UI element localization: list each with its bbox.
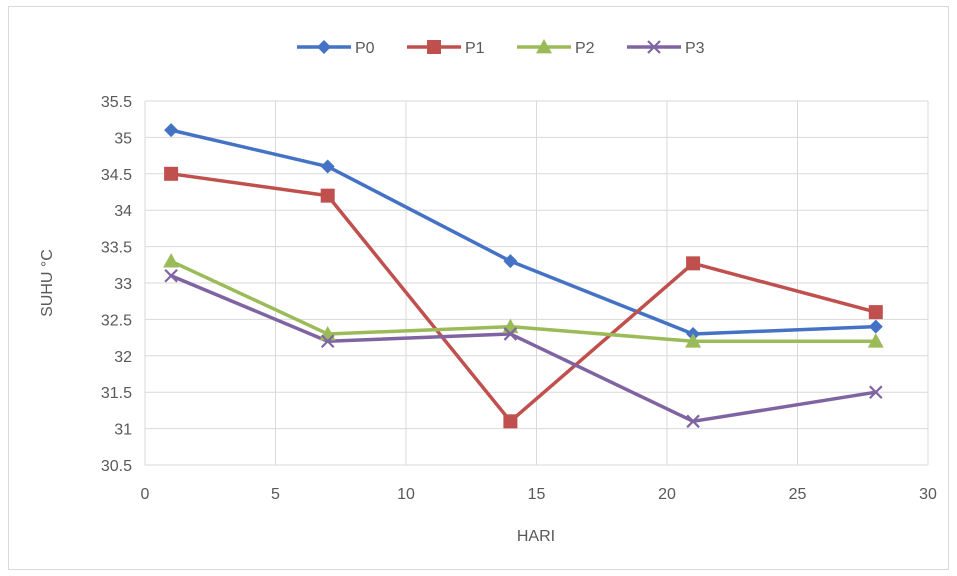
data-point-p3	[503, 327, 518, 341]
data-point-p2	[163, 253, 180, 268]
series-line-p0	[169, 128, 878, 336]
x-axis-title: HARI	[517, 528, 555, 545]
gridlines	[144, 100, 929, 466]
data-point-p1	[164, 166, 179, 181]
legend: P0 P1 P2 P3	[297, 39, 705, 57]
y-tick-label: 31	[114, 422, 132, 439]
data-point-p1	[320, 188, 335, 203]
x-tick-label: 15	[528, 486, 546, 503]
data-point-p0	[503, 254, 518, 269]
y-tick-label: 33	[114, 276, 132, 293]
legend-label-p0: P0	[355, 40, 375, 57]
x-tick-label: 5	[271, 486, 280, 503]
x-tick-label: 25	[789, 486, 807, 503]
legend-marker-p1	[427, 40, 441, 54]
y-tick-label: 32	[114, 349, 132, 366]
legend-marker-p2	[536, 39, 552, 54]
y-tick-label: 34	[114, 203, 132, 220]
legend-item-p2: P2	[517, 39, 595, 57]
legend-marker-p0	[317, 40, 331, 54]
series-line-p1	[169, 172, 878, 424]
y-tick-label: 30.5	[101, 458, 132, 475]
y-axis-title: SUHU °C	[39, 249, 56, 317]
data-point-p1	[686, 256, 701, 271]
legend-item-p0: P0	[297, 40, 375, 57]
x-tick-label: 0	[141, 486, 150, 503]
y-axis-ticks: 30.5 31 31.5 32 32.5 33 33.5 34 34.5 35 35.5	[101, 94, 132, 475]
data-point-p0	[164, 123, 179, 138]
x-tick-label: 30	[919, 486, 937, 503]
legend-label-p3: P3	[685, 40, 705, 57]
legend-item-p1: P1	[407, 40, 485, 57]
y-tick-label: 33.5	[101, 240, 132, 257]
data-point-p3	[686, 414, 700, 429]
data-point-p0	[320, 159, 335, 174]
data-point-p3	[869, 385, 883, 399]
data-point-p2	[867, 333, 884, 348]
x-axis-ticks: 0 5 10 15 20 25 30	[141, 486, 937, 503]
data-point-p0	[868, 319, 883, 334]
y-tick-label: 34.5	[101, 167, 132, 184]
y-tick-label: 35.5	[101, 94, 132, 111]
data-point-p1	[868, 305, 883, 320]
data-point-p3	[320, 334, 335, 349]
x-tick-label: 10	[397, 486, 415, 503]
data-point-p2	[685, 333, 702, 348]
data-point-p3	[164, 268, 178, 283]
data-point-p1	[503, 414, 518, 429]
x-tick-label: 20	[658, 486, 676, 503]
legend-marker-p3	[647, 40, 661, 54]
y-tick-label: 35	[114, 130, 132, 147]
legend-item-p3: P3	[627, 40, 705, 57]
series-line-p3	[169, 273, 878, 424]
y-tick-label: 31.5	[101, 385, 132, 402]
series-markers	[163, 123, 884, 429]
legend-label-p1: P1	[465, 40, 485, 57]
y-tick-label: 32.5	[101, 312, 132, 329]
legend-label-p2: P2	[575, 40, 595, 57]
